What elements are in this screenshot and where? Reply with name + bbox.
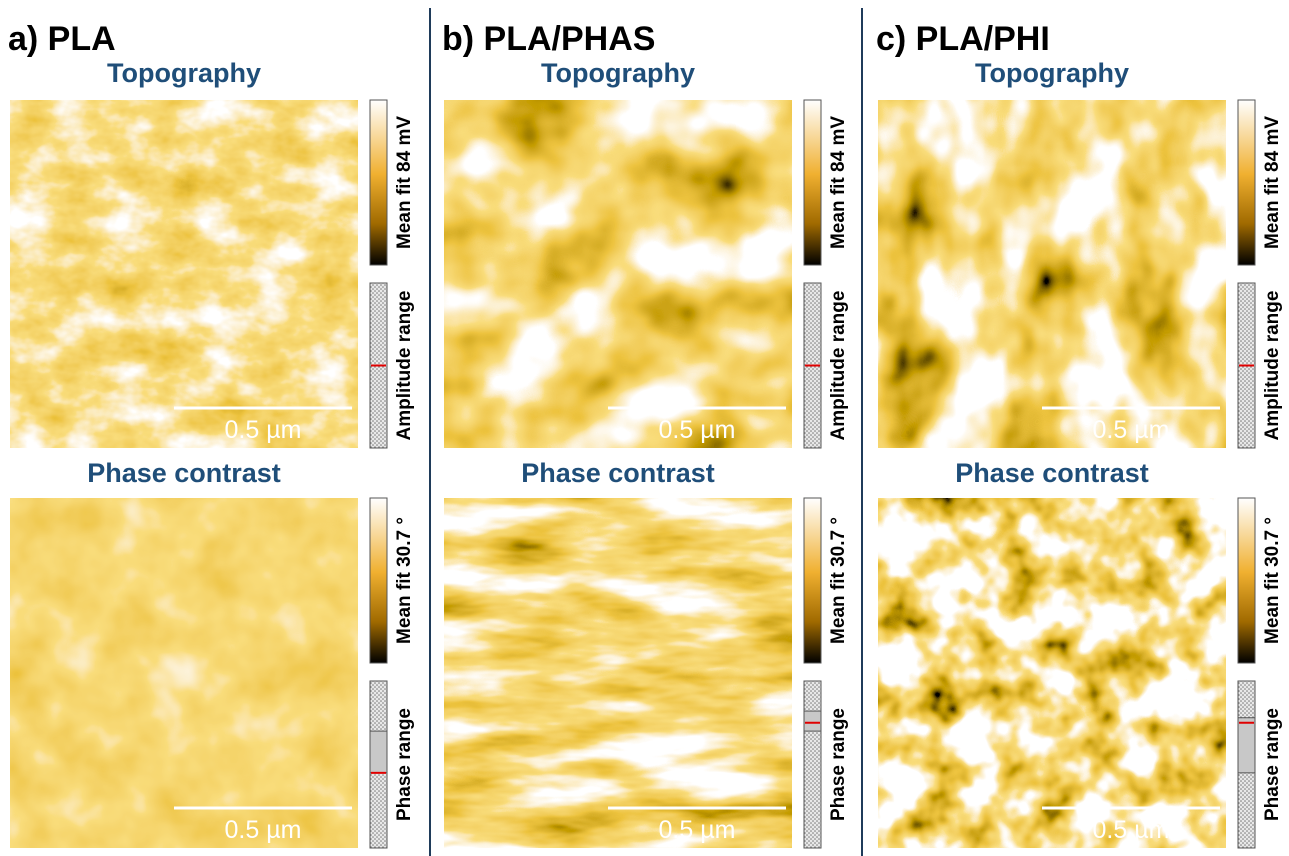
colorbar	[1238, 498, 1255, 663]
colorbar-label: Mean fit 30.7 °	[828, 517, 849, 644]
image-label: Topography	[975, 58, 1129, 88]
afm-image	[10, 498, 358, 848]
scale-bar-label: 0.5 µm	[659, 416, 736, 444]
image-label: Topography	[107, 58, 261, 88]
afm-image	[10, 100, 358, 448]
colorbar	[370, 498, 387, 663]
scale-bar-label: 0.5 µm	[1093, 816, 1170, 844]
figure: a) PLATopography0.5 µmMean fit 84 mVAmpl…	[0, 0, 1289, 856]
colorbar-label: Mean fit 84 mV	[1262, 116, 1283, 249]
range-label: Phase range	[828, 708, 849, 821]
range-band	[1238, 718, 1255, 773]
scale-bar-label: 0.5 µm	[225, 416, 302, 444]
range-label: Phase range	[1262, 708, 1283, 821]
colorbar-label: Mean fit 30.7 °	[1262, 517, 1283, 644]
scale-bar-label: 0.5 µm	[659, 816, 736, 844]
scale-bar-label: 0.5 µm	[225, 816, 302, 844]
image-label: Phase contrast	[521, 458, 715, 488]
colorbar-label: Mean fit 84 mV	[828, 116, 849, 249]
image-label: Topography	[541, 58, 695, 88]
afm-image	[878, 498, 1226, 848]
range-label: Amplitude range	[394, 291, 415, 441]
range-label: Amplitude range	[828, 291, 849, 441]
panel-title: a) PLA	[8, 20, 116, 58]
range-band	[370, 731, 387, 773]
colorbar	[370, 100, 387, 265]
range-label: Phase range	[394, 708, 415, 821]
image-label: Phase contrast	[955, 458, 1149, 488]
panel-title: c) PLA/PHI	[876, 20, 1050, 58]
colorbar-label: Mean fit 30.7 °	[394, 517, 415, 644]
scale-bar-label: 0.5 µm	[1093, 416, 1170, 444]
range-bar	[804, 681, 821, 848]
panel-title: b) PLA/PHAS	[442, 20, 655, 58]
range-label: Amplitude range	[1262, 291, 1283, 441]
colorbar	[804, 100, 821, 265]
range-band	[804, 711, 821, 731]
afm-image	[444, 100, 792, 448]
colorbar	[1238, 100, 1255, 265]
colorbar	[804, 498, 821, 663]
afm-image	[444, 498, 792, 848]
afm-image	[878, 100, 1226, 448]
colorbar-label: Mean fit 84 mV	[394, 116, 415, 249]
image-label: Phase contrast	[87, 458, 281, 488]
